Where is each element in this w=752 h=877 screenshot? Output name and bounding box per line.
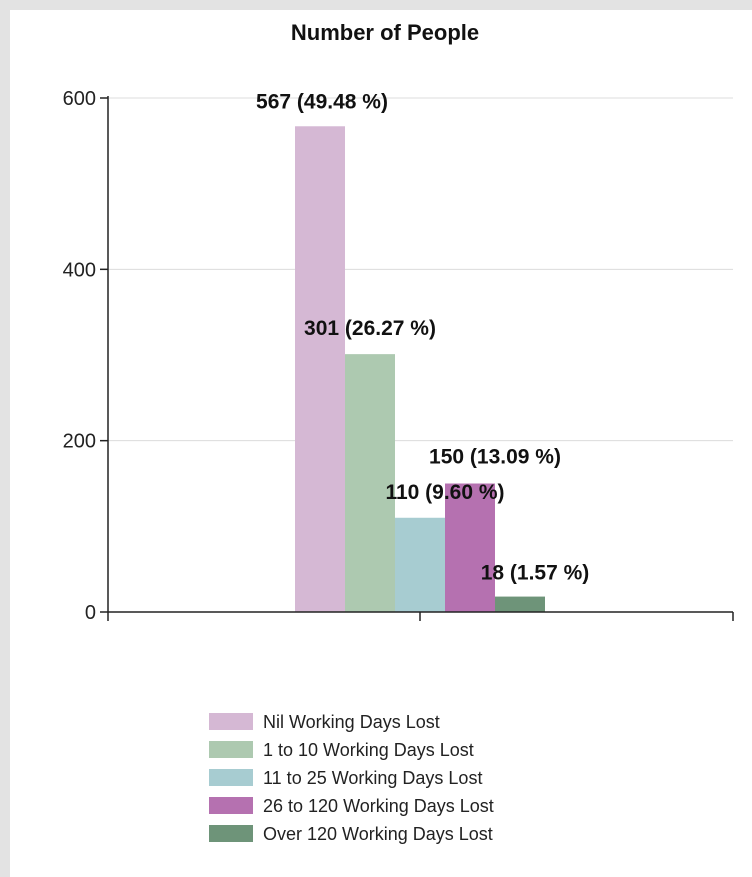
bar [295, 126, 345, 613]
legend-label: 11 to 25 Working Days Lost [263, 768, 482, 788]
data-label: 301 (26.27 %) [304, 317, 436, 340]
y-tick-label: 400 [63, 259, 96, 281]
y-tick-label: 600 [63, 88, 96, 110]
bar [345, 354, 395, 612]
bars [295, 126, 545, 613]
data-label: 150 (13.09 %) [429, 446, 561, 469]
legend-swatch [209, 797, 253, 814]
data-labels: 567 (49.48 %) 301 (26.27 %) 110 (9.60 %) 15… [256, 90, 589, 584]
legend-swatch [209, 769, 253, 786]
data-label: 110 (9.60 %) [385, 481, 504, 504]
legend-swatch [209, 741, 253, 758]
bar [445, 483, 495, 612]
bar [495, 596, 545, 612]
legend-swatch [209, 713, 253, 730]
data-label: 18 (1.57 %) [481, 562, 590, 585]
legend: Nil Working Days Lost 1 to 10 Working Day… [209, 712, 494, 844]
legend-label: 26 to 120 Working Days Lost [263, 796, 494, 816]
gridlines [108, 97, 733, 442]
legend-label: Over 120 Working Days Lost [263, 824, 493, 844]
y-tick-label: 200 [63, 431, 96, 453]
chart-title: Number of People [291, 20, 479, 45]
axes: 0 200 400 600 [63, 88, 734, 624]
bar [395, 517, 445, 612]
legend-label: 1 to 10 Working Days Lost [263, 740, 474, 760]
legend-swatch [209, 825, 253, 842]
y-tick-label: 0 [85, 602, 96, 624]
data-label: 567 (49.48 %) [256, 90, 388, 113]
legend-label: Nil Working Days Lost [263, 712, 440, 732]
